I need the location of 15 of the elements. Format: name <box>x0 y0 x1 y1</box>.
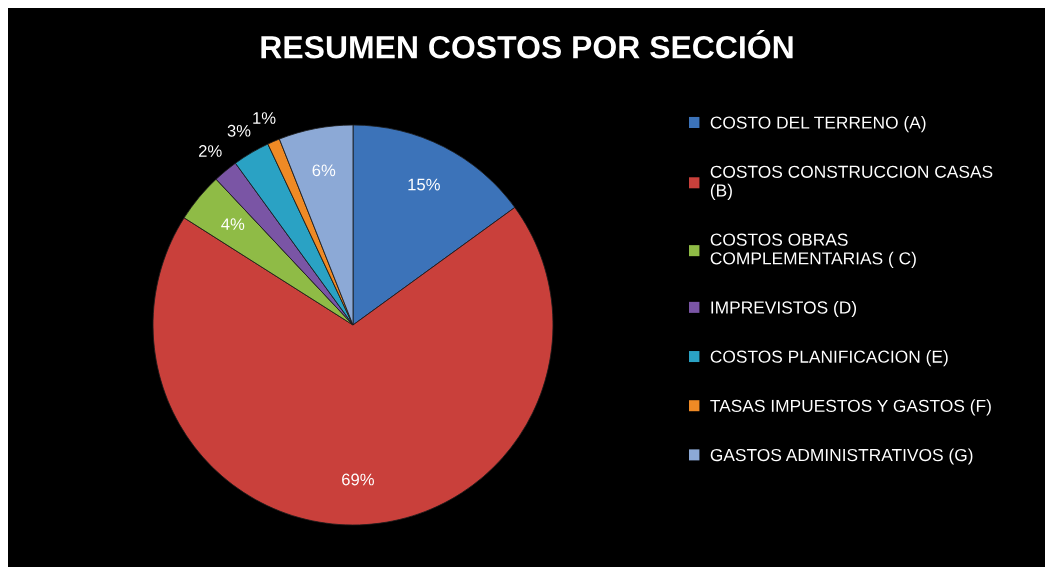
legend-label: COSTOS OBRAS COMPLEMENTARIAS ( C) <box>710 233 916 268</box>
data-label: 4% <box>221 218 245 230</box>
legend-label: IMPREVISTOS (D) <box>711 300 857 318</box>
data-label: 69% <box>342 473 374 486</box>
data-label: 6% <box>312 164 336 177</box>
legend-label: GASTOS ADMINISTRATIVOS (G) <box>710 448 973 465</box>
chart-title: RESUMEN COSTOS POR SECCIÓN <box>261 29 793 59</box>
legend-label: COSTOS CONSTRUCCION CASAS (B) <box>710 165 993 201</box>
legend-label: TASAS IMPUESTOS Y GASTOS (F) <box>710 399 991 416</box>
data-label: 3% <box>227 124 251 137</box>
legend-label: COSTO DEL TERRENO (A) <box>710 116 926 133</box>
legend-label: COSTOS PLANIFICACION (E) <box>710 350 948 367</box>
data-label: 1% <box>253 112 276 124</box>
data-label: 2% <box>199 145 222 157</box>
data-label: 15% <box>408 178 440 191</box>
